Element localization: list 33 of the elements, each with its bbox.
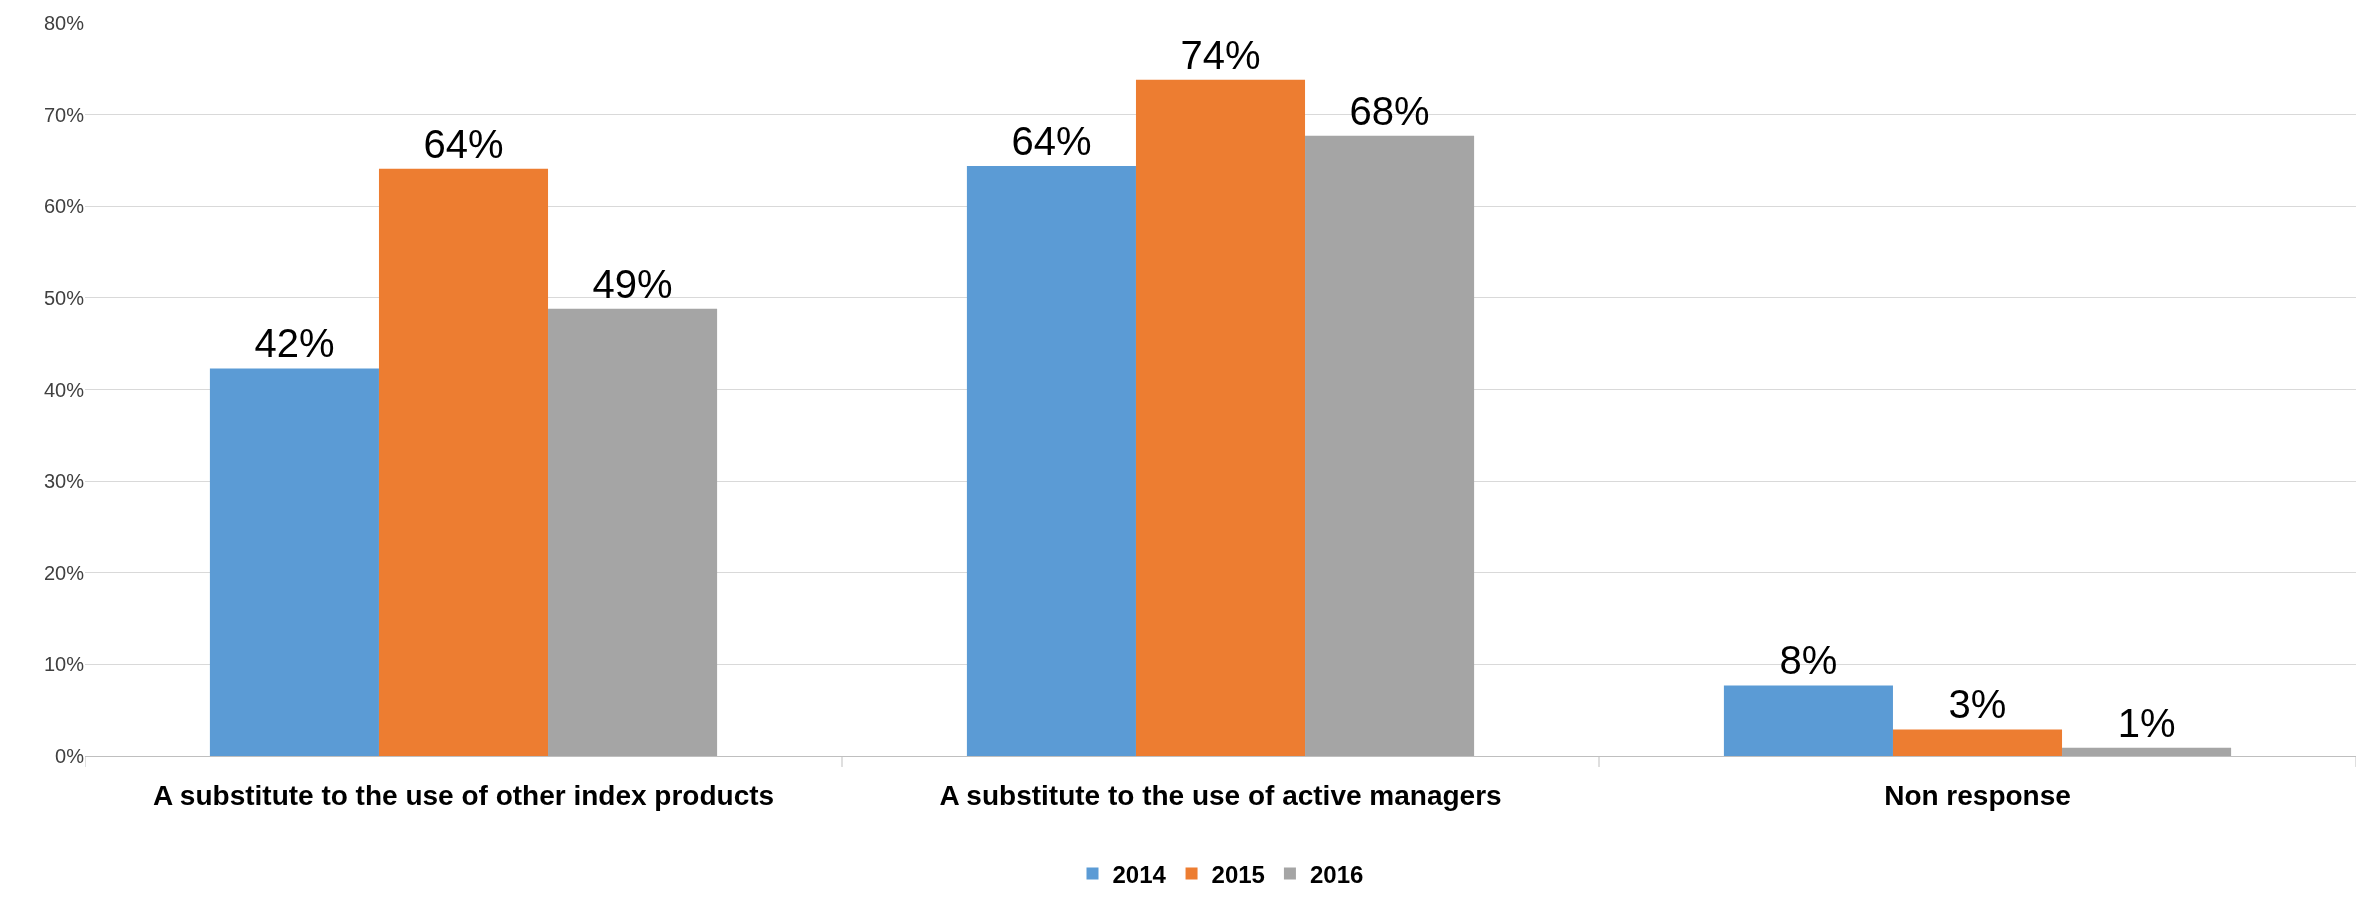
x-tick-label: Non response: [1884, 779, 2071, 811]
x-tick-label: A substitute to the use of other index products: [152, 779, 775, 811]
bar: [378, 168, 549, 756]
legend-label: 2014: [1112, 860, 1167, 888]
bar: [2062, 747, 2232, 756]
data-label: 74%: [1180, 32, 1261, 77]
y-tick-label: 70%: [43, 103, 85, 126]
y-tick-label: 50%: [43, 286, 85, 309]
data-label: 42%: [254, 321, 335, 366]
y-tick-label: 20%: [43, 561, 85, 584]
data-label: 1%: [2117, 700, 2176, 745]
data-label: 68%: [1349, 88, 1430, 133]
bar: [548, 308, 718, 756]
data-label: 8%: [1779, 638, 1838, 683]
y-tick-label: 10%: [43, 653, 85, 676]
y-tick-label: 80%: [43, 12, 85, 34]
y-tick-label: 40%: [43, 378, 85, 401]
y-tick-label: 30%: [43, 470, 85, 493]
legend-label: 2015: [1211, 860, 1265, 888]
data-label: 64%: [1011, 118, 1092, 163]
bar: [1892, 729, 2063, 756]
data-label: 49%: [592, 261, 673, 306]
bar: [209, 368, 379, 756]
bar: [1305, 135, 1475, 756]
data-label: 3%: [1948, 682, 2007, 727]
y-tick-label: 0%: [55, 745, 85, 767]
data-label: 64%: [423, 121, 504, 166]
x-tick-label: A substitute to the use of active managers: [939, 779, 1502, 811]
bar: [966, 165, 1136, 756]
y-tick-label: 60%: [43, 195, 85, 218]
bar: [1723, 685, 1893, 756]
legend-label: 2016: [1309, 860, 1364, 888]
bar: [1135, 79, 1306, 756]
